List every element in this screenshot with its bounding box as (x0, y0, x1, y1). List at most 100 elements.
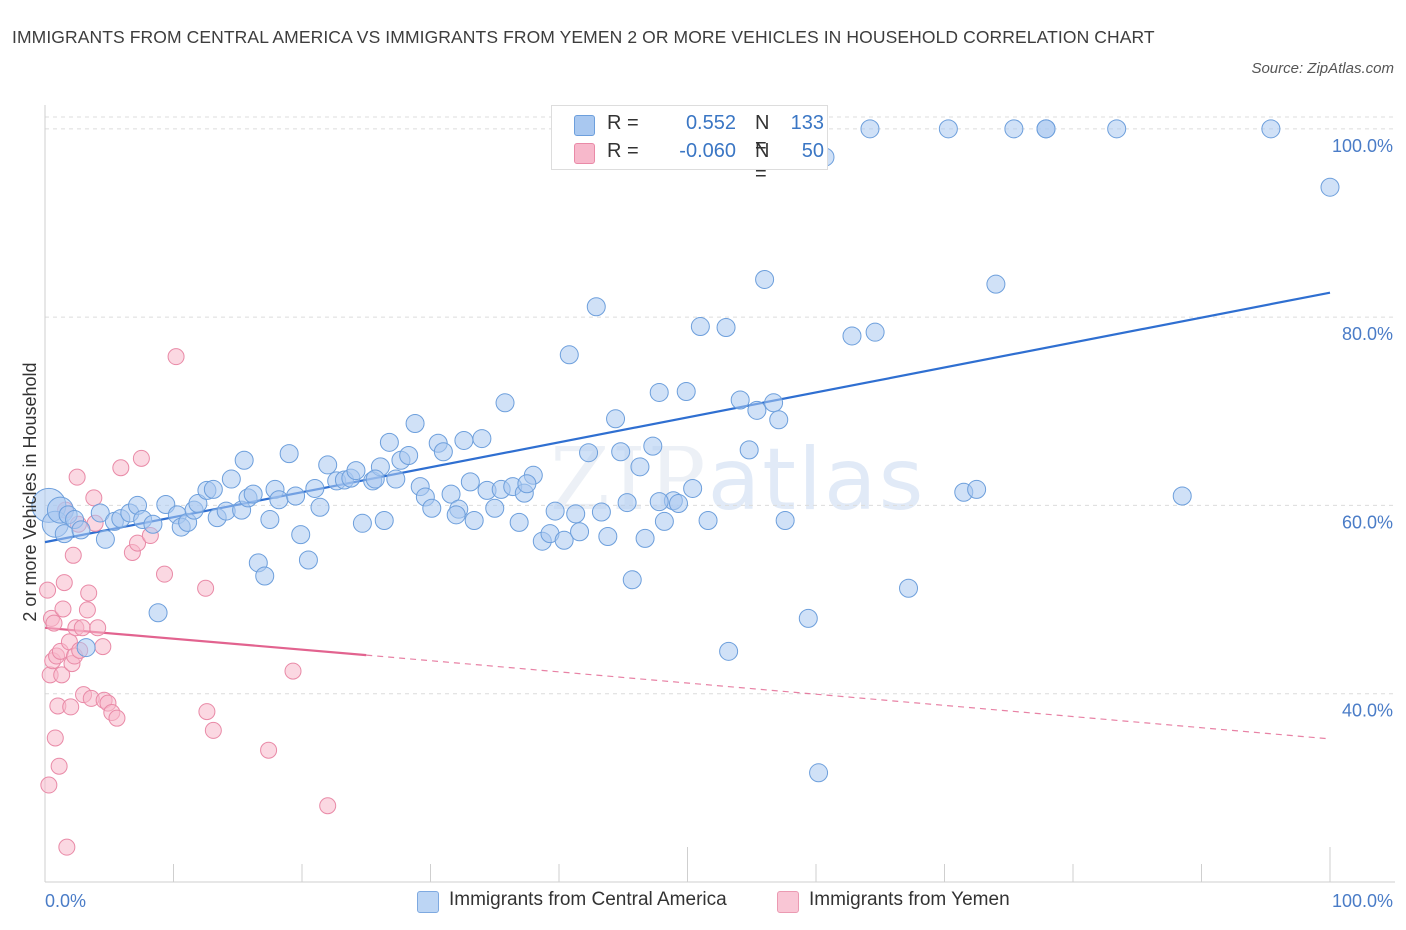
legend-item-central-america[interactable]: Immigrants from Central America (417, 888, 757, 916)
r-label: R = (607, 112, 645, 134)
y-tick-label: 60.0% (1342, 512, 1393, 532)
gridlines (45, 116, 1395, 695)
data-point-yemen (68, 468, 86, 486)
data-point-central-america (495, 393, 515, 413)
x-tick-label: 100.0% (1332, 891, 1393, 911)
data-point-central-america (318, 455, 338, 475)
data-point-central-america (260, 510, 280, 530)
data-point-central-america (842, 326, 862, 346)
data-point-yemen (319, 797, 337, 815)
data-point-central-america (221, 469, 241, 489)
data-point-central-america (269, 490, 289, 510)
r-value: -0.060 (679, 140, 736, 162)
data-point-central-america (291, 525, 311, 545)
yemen-points (39, 348, 337, 856)
data-point-central-america (143, 514, 163, 534)
data-point-yemen (50, 757, 68, 775)
data-point-central-america (598, 526, 618, 546)
data-point-yemen (198, 703, 216, 721)
r-label: R = (607, 140, 645, 162)
data-point-central-america (554, 530, 574, 550)
data-point-central-america (545, 501, 565, 521)
data-point-central-america (719, 641, 739, 661)
data-point-central-america (188, 494, 208, 514)
data-point-central-america (454, 430, 474, 450)
data-point-central-america (798, 608, 818, 628)
data-point-central-america (570, 522, 590, 542)
data-point-yemen (55, 574, 73, 592)
data-point-central-america (472, 429, 492, 449)
data-point-central-america (310, 497, 330, 517)
data-point-central-america (1172, 486, 1192, 506)
data-point-central-america (76, 638, 96, 658)
data-point-central-america (90, 503, 110, 523)
data-point-central-america (764, 393, 784, 413)
data-point-central-america (203, 479, 223, 499)
data-point-central-america (865, 322, 885, 342)
data-point-central-america (747, 400, 767, 420)
data-point-central-america (654, 511, 674, 531)
data-point-central-america (517, 474, 537, 494)
data-point-central-america (279, 444, 299, 464)
data-point-central-america (1107, 119, 1127, 139)
data-point-central-america (305, 478, 325, 498)
data-point-central-america (809, 763, 829, 783)
data-point-central-america (460, 472, 480, 492)
data-point-yemen (39, 581, 57, 599)
data-point-central-america (566, 504, 586, 524)
legend-swatch-blue (417, 891, 439, 913)
data-point-yemen (78, 601, 96, 619)
data-point-central-america (234, 450, 254, 470)
data-point-central-america (611, 442, 631, 462)
data-point-yemen (89, 619, 107, 637)
data-point-yemen (58, 838, 76, 856)
data-point-central-america (286, 486, 306, 506)
data-point-central-america (386, 469, 406, 489)
n-label: N = (755, 112, 770, 157)
legend-swatch-blue (574, 115, 595, 136)
data-point-yemen (129, 534, 147, 552)
data-point-central-america (986, 274, 1006, 294)
r-value: 0.552 (685, 112, 736, 134)
data-point-central-america (586, 297, 606, 317)
data-point-central-america (730, 390, 750, 410)
data-point-central-america (669, 494, 689, 514)
data-point-central-america (352, 513, 372, 533)
data-point-central-america (591, 502, 611, 522)
data-point-yemen (54, 600, 72, 618)
trend-line-yemen-dashed (366, 654, 1331, 740)
chart-title: IMMIGRANTS FROM CENTRAL AMERICA VS IMMIG… (12, 27, 1155, 47)
data-point-central-america (683, 478, 703, 498)
data-point-central-america (579, 443, 599, 463)
data-point-central-america (405, 414, 425, 434)
y-tick-label: 40.0% (1342, 701, 1393, 721)
data-point-central-america (446, 505, 466, 525)
data-point-central-america (464, 510, 484, 530)
n-value: 50 (801, 140, 824, 162)
data-point-yemen (45, 614, 63, 632)
data-point-yemen (85, 489, 103, 507)
data-point-central-america (559, 345, 579, 365)
data-point-yemen (108, 709, 126, 727)
data-point-yemen (53, 666, 71, 684)
data-point-central-america (649, 382, 669, 402)
data-point-central-america (71, 520, 91, 540)
data-point-central-america (346, 461, 366, 481)
data-point-central-america (509, 512, 529, 532)
data-point-central-america (899, 578, 919, 598)
data-point-yemen (94, 638, 112, 656)
data-point-central-america (243, 484, 263, 504)
stats-legend: R = 0.552 N = 133 R = -0.060 N = 50 (551, 105, 828, 185)
data-point-central-america (698, 510, 718, 530)
data-point-yemen (62, 698, 80, 716)
data-point-central-america (95, 529, 115, 549)
legend-item-yemen[interactable]: Immigrants from Yemen (777, 888, 1037, 916)
data-point-central-america (365, 469, 385, 489)
data-point-central-america (148, 603, 168, 623)
data-point-central-america (630, 457, 650, 477)
data-point-central-america (938, 119, 958, 139)
legend-label: Immigrants from Central America (449, 889, 727, 910)
data-point-yemen (132, 449, 150, 467)
data-point-yemen (260, 741, 278, 759)
y-tick-label: 80.0% (1342, 324, 1393, 344)
